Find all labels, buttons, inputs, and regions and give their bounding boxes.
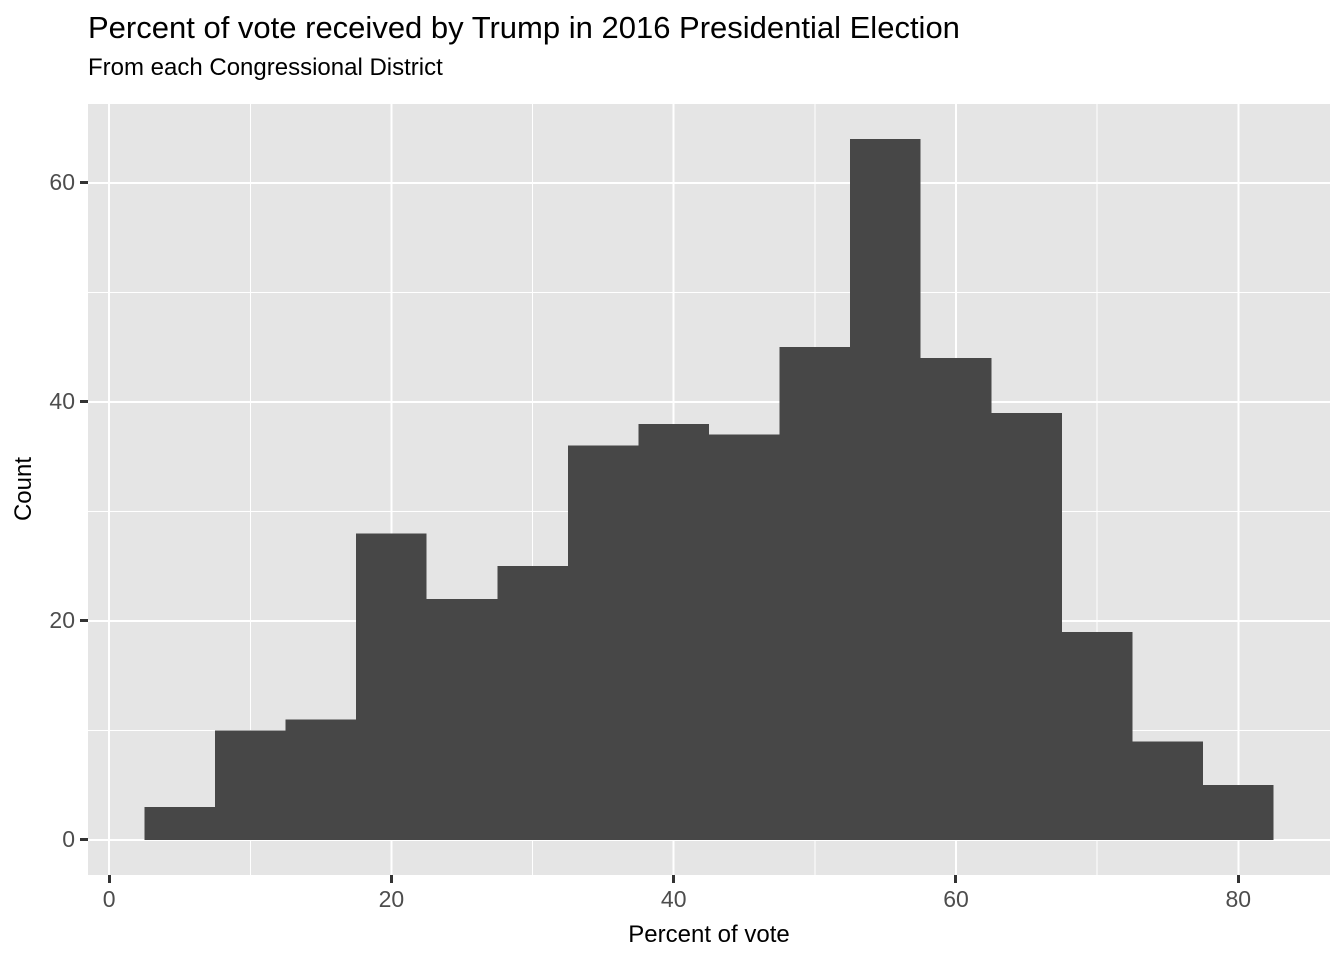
chart-subtitle: From each Congressional District bbox=[88, 54, 443, 81]
x-tick-label: 60 bbox=[943, 886, 969, 912]
y-tick-label: 60 bbox=[49, 168, 75, 195]
plot-panel bbox=[88, 104, 1330, 875]
histogram-bar bbox=[144, 807, 216, 840]
histogram-bar bbox=[1061, 631, 1133, 840]
y-tick-label: 0 bbox=[62, 825, 75, 852]
histogram-bar bbox=[991, 412, 1062, 840]
histogram-bar bbox=[850, 139, 921, 840]
histogram-bar bbox=[779, 347, 851, 840]
histogram-bar bbox=[709, 434, 780, 840]
histogram-bar bbox=[285, 719, 357, 840]
histogram-bar bbox=[426, 599, 498, 840]
x-tick-mark bbox=[389, 875, 393, 883]
x-tick-label: 40 bbox=[660, 886, 687, 912]
histogram-bar bbox=[1132, 741, 1203, 840]
histogram-bar bbox=[215, 730, 286, 840]
histogram-plot bbox=[88, 104, 1330, 875]
x-axis-title: Percent of vote bbox=[628, 921, 790, 948]
y-tick-mark bbox=[80, 400, 88, 404]
x-tick-mark bbox=[672, 875, 676, 883]
histogram-bar bbox=[356, 533, 427, 840]
x-tick-mark bbox=[1236, 875, 1240, 883]
x-tick-mark bbox=[107, 875, 111, 883]
y-tick-label: 40 bbox=[49, 387, 75, 414]
histogram-bar bbox=[920, 358, 992, 840]
x-tick-label: 20 bbox=[378, 886, 405, 912]
y-tick-label: 20 bbox=[49, 606, 75, 633]
x-tick-label: 80 bbox=[1225, 886, 1252, 912]
chart-title: Percent of vote received by Trump in 201… bbox=[88, 10, 960, 45]
x-tick-label: 0 bbox=[102, 886, 116, 912]
histogram-bar bbox=[567, 445, 639, 840]
y-axis-title: Count bbox=[10, 456, 37, 522]
histogram-bar bbox=[1202, 785, 1274, 840]
x-tick-mark bbox=[954, 875, 958, 883]
y-tick-mark bbox=[80, 838, 88, 842]
y-tick-mark bbox=[80, 619, 88, 623]
histogram-bar bbox=[497, 566, 568, 840]
y-tick-mark bbox=[80, 181, 88, 185]
histogram-bar bbox=[638, 423, 709, 840]
